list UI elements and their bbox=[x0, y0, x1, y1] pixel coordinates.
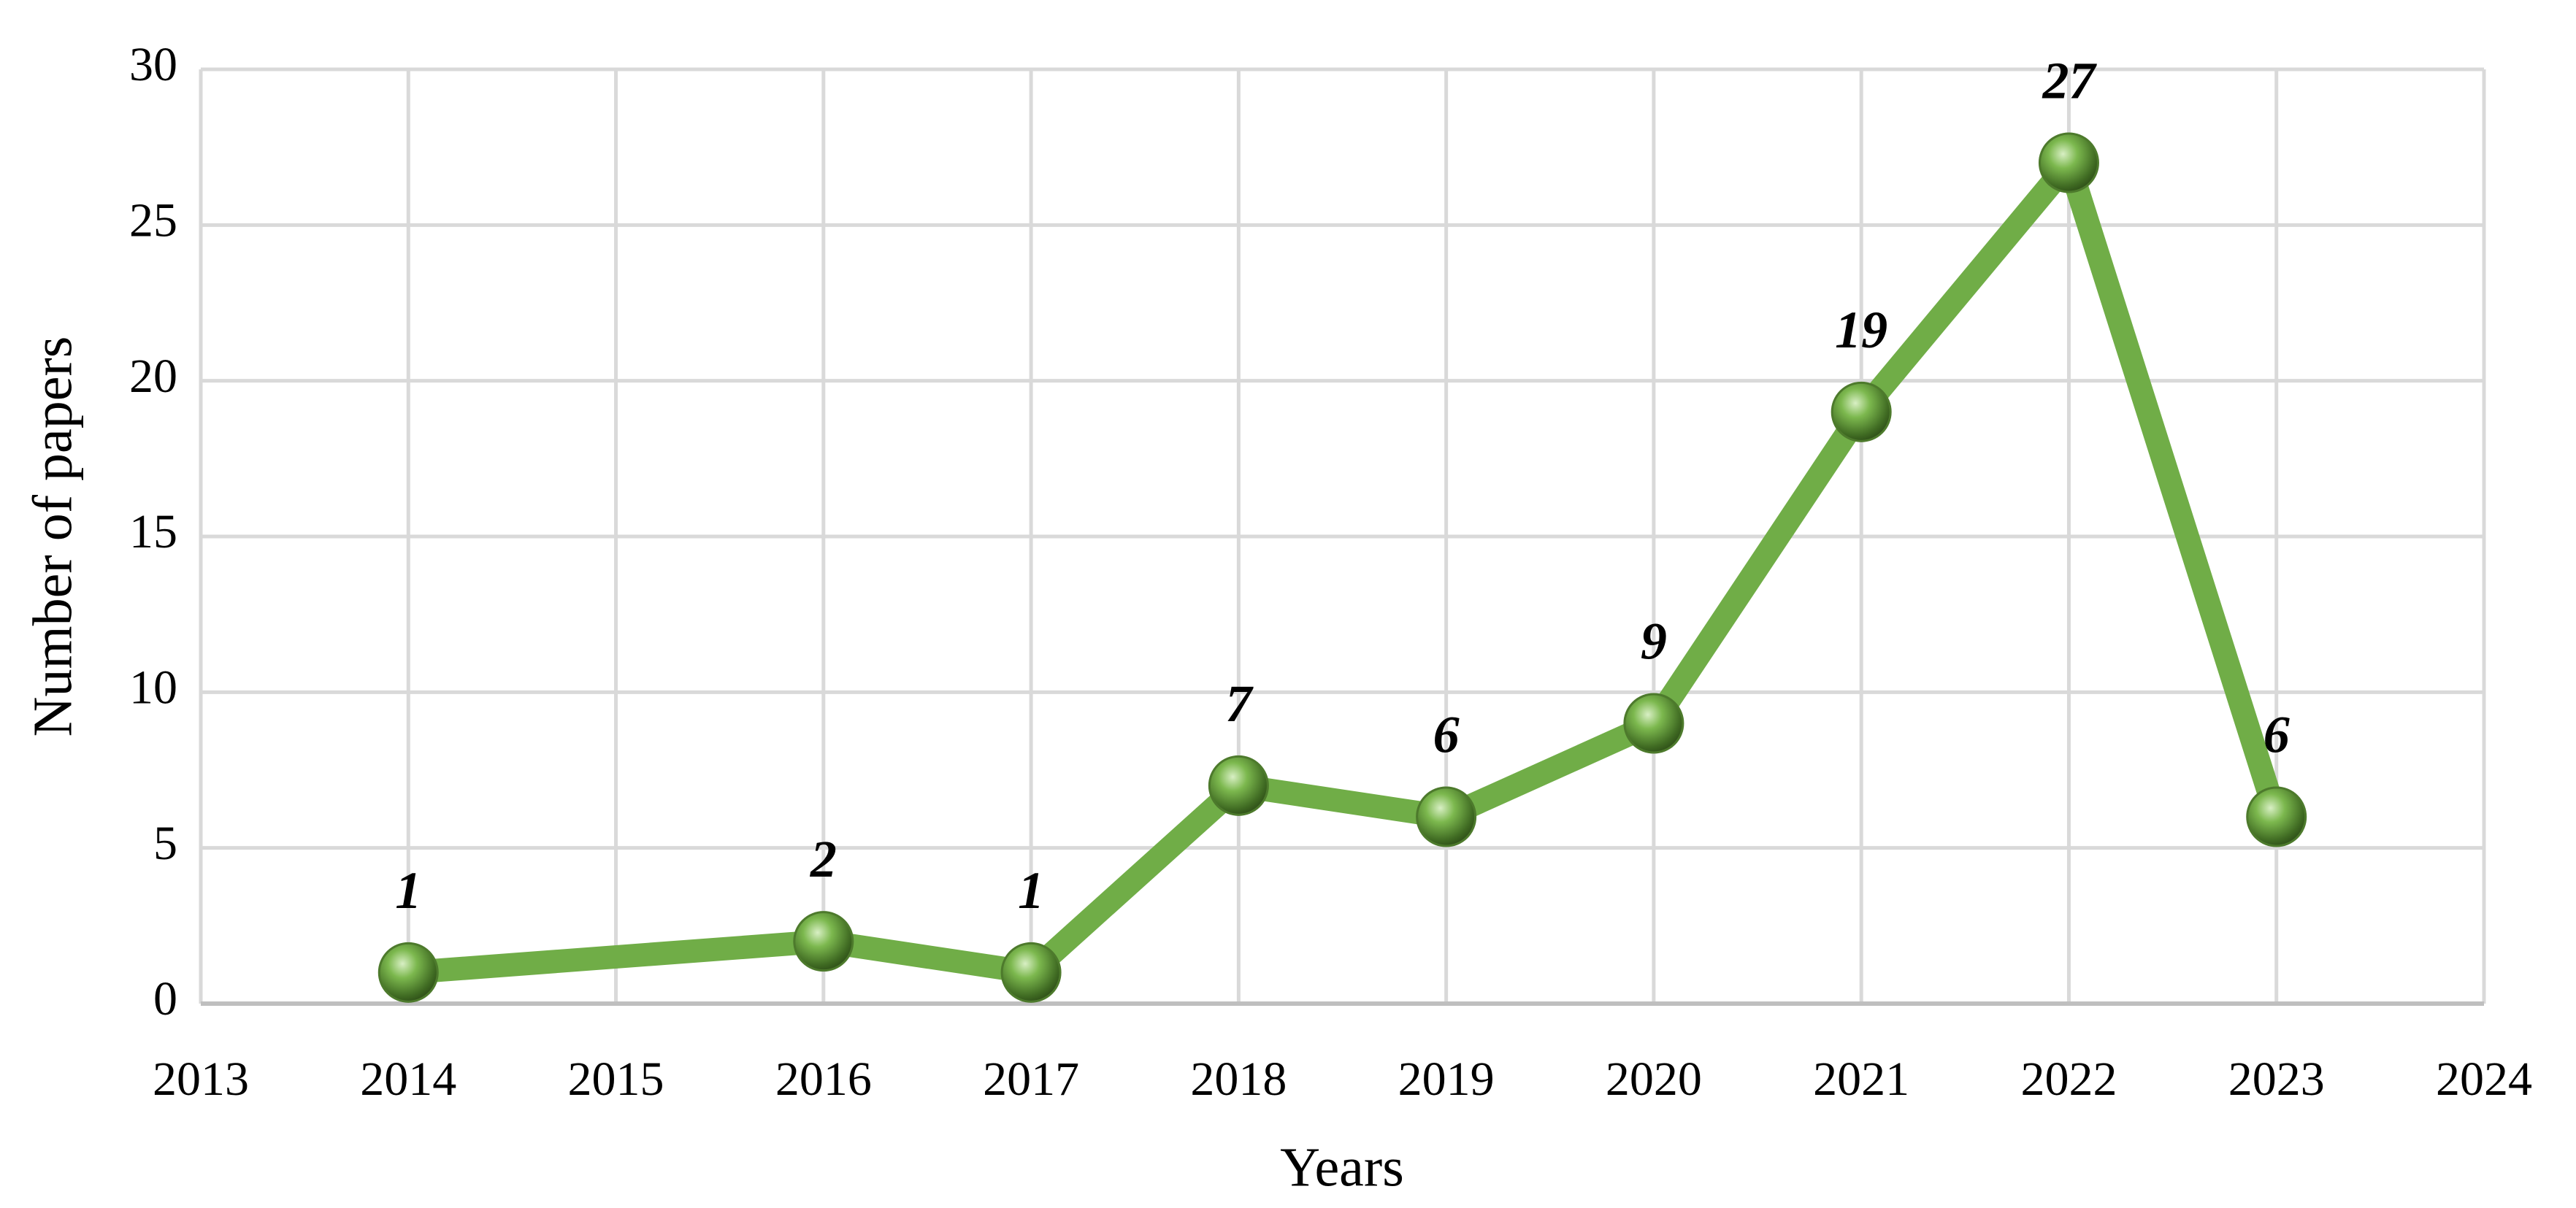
data-label: 1 bbox=[395, 861, 421, 920]
marker bbox=[1416, 786, 1477, 847]
x-tick-label: 2020 bbox=[1606, 1053, 1702, 1106]
y-tick-label: 10 bbox=[129, 661, 177, 714]
y-tick-label: 0 bbox=[153, 972, 177, 1026]
data-label: 6 bbox=[1433, 706, 1460, 764]
data-label: 27 bbox=[2042, 52, 2097, 110]
y-tick-label: 15 bbox=[129, 505, 177, 558]
x-tick-label: 2019 bbox=[1398, 1053, 1495, 1106]
x-tick-label: 2024 bbox=[2436, 1053, 2532, 1106]
data-label: 2 bbox=[810, 830, 837, 888]
marker bbox=[1000, 942, 1062, 1003]
y-tick-label: 5 bbox=[153, 817, 177, 870]
x-tick-label: 2017 bbox=[983, 1053, 1079, 1106]
data-label: 1 bbox=[1018, 861, 1044, 920]
marker bbox=[1208, 755, 1269, 816]
marker bbox=[1831, 381, 1892, 442]
y-tick-label: 25 bbox=[129, 193, 177, 247]
data-label: 6 bbox=[2263, 706, 2290, 764]
marker bbox=[793, 911, 854, 972]
line bbox=[407, 151, 2288, 985]
y-axis-title: Number of papers bbox=[22, 336, 83, 737]
x-tick-label: 2013 bbox=[153, 1053, 249, 1106]
x-axis-title: Years bbox=[1280, 1136, 1404, 1198]
x-tick-label: 2015 bbox=[568, 1053, 664, 1106]
y-tick-label: 20 bbox=[129, 350, 177, 403]
marker bbox=[2038, 132, 2099, 193]
marker bbox=[1623, 693, 1684, 754]
x-tick-label: 2018 bbox=[1190, 1053, 1287, 1106]
marker bbox=[2246, 786, 2307, 847]
x-tick-label: 2022 bbox=[2020, 1053, 2117, 1106]
x-tick-label: 2016 bbox=[775, 1053, 872, 1106]
data-label: 9 bbox=[1641, 612, 1667, 671]
y-tick-label: 30 bbox=[129, 38, 177, 91]
data-label: 7 bbox=[1225, 674, 1254, 733]
x-tick-label: 2014 bbox=[360, 1053, 456, 1106]
data-label: 19 bbox=[1835, 301, 1887, 359]
x-tick-label: 2021 bbox=[1813, 1053, 1909, 1106]
marker bbox=[377, 942, 439, 1003]
x-tick-label: 2023 bbox=[2228, 1053, 2325, 1106]
